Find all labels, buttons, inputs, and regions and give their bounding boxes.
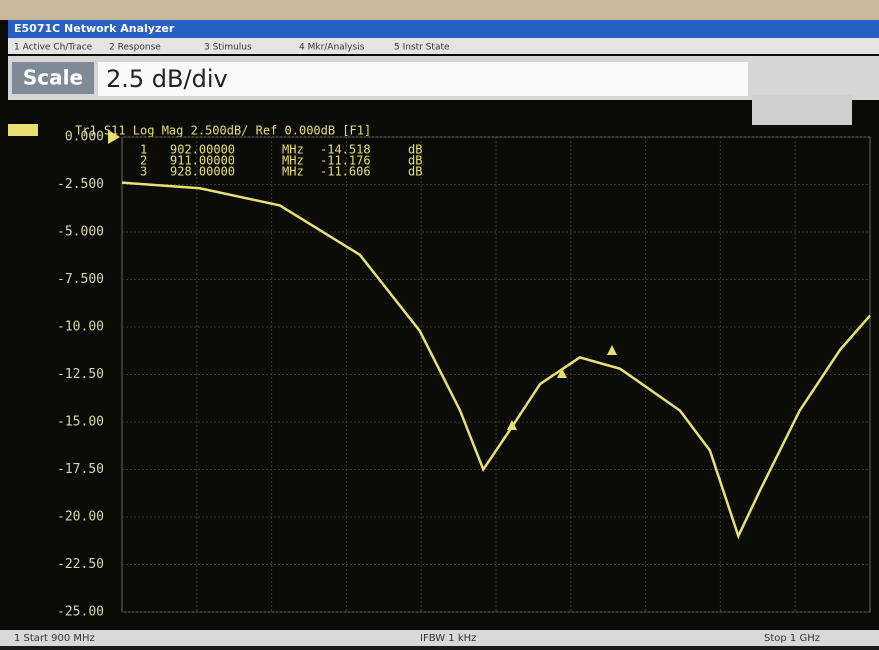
- entry-label-box: [12, 62, 94, 94]
- title-bar: [8, 20, 879, 38]
- y-tick-label: -25.00: [57, 605, 104, 620]
- marker-unit: dB: [408, 165, 422, 179]
- menu-item: 4 Mkr/Analysis: [299, 43, 365, 53]
- y-tick-label: -10.00: [57, 320, 104, 335]
- trace: [121, 181, 871, 540]
- marker-unit: dB: [408, 154, 422, 168]
- ref-pointer: [108, 130, 120, 144]
- menu: 1 Active Ch/Trace 2 Response 3 Stimulus 4 M…: [14, 43, 450, 53]
- trace-tag: [8, 124, 38, 136]
- marker-freq: 928.00000: [170, 165, 235, 179]
- marker-unit: dB: [408, 143, 422, 157]
- menu-bar: [8, 38, 879, 54]
- marker-table: 1 902.00000 MHz -14.518 dB 2 911.00000 MHz -11.1…: [140, 143, 422, 179]
- menu-item: 1 Active Ch/Trace: [14, 43, 93, 53]
- menu-item: 3 Stimulus: [204, 43, 252, 53]
- plot: 0.000 -2.500 -5.000 -7.500 -10.00 -12.50 -15.0…: [57, 130, 871, 620]
- marker-value: -14.518: [320, 143, 371, 157]
- marker-id: 3: [140, 165, 147, 179]
- marker-unit: MHz: [282, 143, 304, 157]
- entry-field[interactable]: [98, 62, 748, 96]
- marker-unit: MHz: [282, 165, 304, 179]
- bezel: [0, 0, 879, 20]
- marker-freq: 911.00000: [170, 154, 235, 168]
- y-tick-label: -7.500: [57, 272, 104, 287]
- marker-value: -11.176: [320, 154, 371, 168]
- menu-item: 5 Instr State: [394, 43, 450, 53]
- y-tick-label: -17.50: [57, 462, 104, 477]
- marker-unit: MHz: [282, 154, 304, 168]
- marker-id: 1: [140, 143, 147, 157]
- status-bar: [0, 630, 879, 646]
- marker-symbol: [557, 368, 567, 378]
- ifbw: IFBW 1 kHz: [420, 633, 476, 644]
- menu-item: 2 Response: [109, 43, 161, 53]
- trace-header: Tr1 S11 Log Mag 2.500dB/ Ref 0.000dB [F1…: [75, 124, 371, 138]
- y-tick-label: -2.500: [57, 177, 104, 192]
- marker-symbols: [108, 130, 617, 430]
- stop-freq: Stop 1 GHz: [764, 633, 820, 644]
- marker-freq: 902.00000: [170, 143, 235, 157]
- y-tick-label: -15.00: [57, 415, 104, 430]
- marker-symbol: [507, 420, 517, 430]
- y-tick-label: -5.000: [57, 225, 104, 240]
- entry-label: Scale: [23, 66, 83, 90]
- marker-id: 2: [140, 154, 147, 168]
- y-tick-label: 0.000: [65, 130, 104, 145]
- spin-buttons[interactable]: [752, 95, 852, 125]
- y-tick-label: -12.50: [57, 367, 104, 382]
- entry-value: 2.5 dB/div: [106, 65, 228, 93]
- y-tick-label: -22.50: [57, 557, 104, 572]
- y-tick-label: -20.00: [57, 510, 104, 525]
- start-freq: 1 Start 900 MHz: [14, 633, 95, 644]
- marker-value: -11.606: [320, 165, 371, 179]
- marker-symbol: [607, 345, 617, 355]
- window-title: E5071C Network Analyzer: [14, 22, 175, 35]
